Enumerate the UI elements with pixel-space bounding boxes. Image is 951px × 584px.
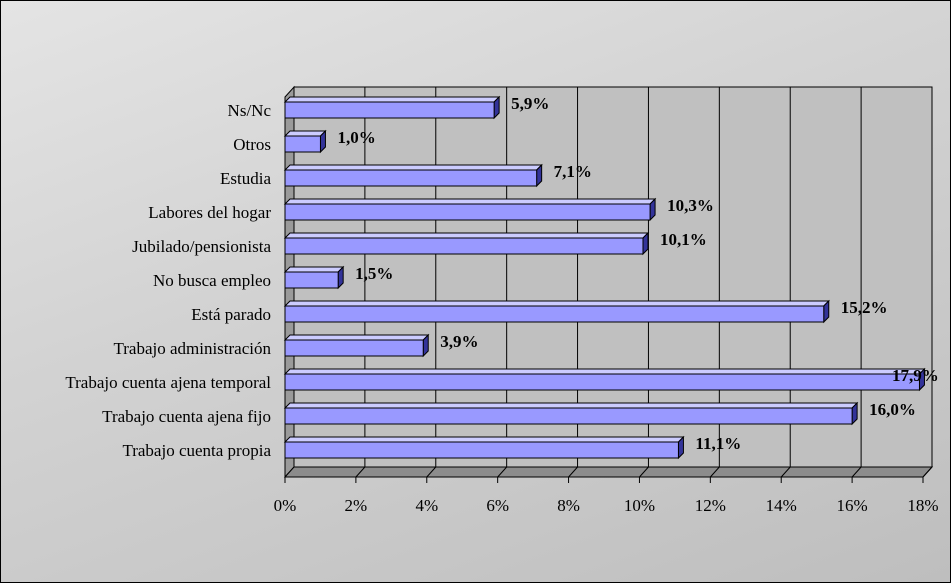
category-label: No busca empleo bbox=[153, 271, 271, 290]
category-label: Trabajo cuenta propia bbox=[122, 441, 271, 460]
data-label: 10,3% bbox=[667, 196, 714, 215]
bar-front bbox=[284, 101, 495, 119]
bar bbox=[283, 95, 501, 120]
x-tick-label: 0% bbox=[274, 496, 297, 515]
floor-gridline bbox=[709, 466, 720, 478]
data-label: 16,0% bbox=[869, 400, 916, 419]
bar bbox=[283, 265, 345, 290]
data-label: 10,1% bbox=[660, 230, 707, 249]
bar-front bbox=[284, 407, 853, 425]
category-label: Otros bbox=[233, 135, 271, 154]
data-label: 7,1% bbox=[554, 162, 592, 181]
bar-front bbox=[284, 237, 644, 255]
category-label: Jubilado/pensionista bbox=[132, 237, 271, 256]
bar bbox=[283, 435, 685, 460]
bar-top bbox=[283, 300, 830, 307]
category-label: Está parado bbox=[191, 305, 271, 324]
bar-front bbox=[284, 169, 538, 187]
category-label: Trabajo administración bbox=[113, 339, 271, 358]
bar-top bbox=[283, 96, 501, 103]
bar-front bbox=[284, 373, 920, 391]
bar-top bbox=[283, 436, 685, 443]
bar-front bbox=[284, 339, 424, 357]
bar-top bbox=[283, 164, 543, 171]
bar-top bbox=[283, 130, 327, 137]
bar bbox=[283, 299, 830, 324]
floor-gridline bbox=[851, 466, 862, 478]
bar bbox=[283, 129, 327, 154]
category-labels: Ns/Nc Otros Estudia Labores del hogar Jubila… bbox=[65, 101, 271, 460]
x-tick-label: 4% bbox=[415, 496, 438, 515]
x-tick-label: 2% bbox=[345, 496, 368, 515]
data-label: 17,9% bbox=[892, 366, 939, 385]
floor bbox=[283, 466, 934, 478]
bar bbox=[283, 333, 430, 358]
bar-top bbox=[283, 368, 926, 375]
data-label: 1,5% bbox=[355, 264, 393, 283]
category-label: Trabajo cuenta ajena temporal bbox=[65, 373, 271, 392]
bar-top bbox=[283, 232, 650, 239]
floor-gridline bbox=[497, 466, 508, 478]
x-tick-label: 10% bbox=[624, 496, 655, 515]
bar bbox=[283, 401, 859, 426]
x-tick-label: 8% bbox=[557, 496, 580, 515]
bar bbox=[283, 197, 657, 222]
x-tick-label: 12% bbox=[695, 496, 726, 515]
bar bbox=[283, 231, 650, 256]
x-tick-label: 14% bbox=[766, 496, 797, 515]
category-label: Labores del hogar bbox=[148, 203, 271, 222]
x-axis-ticks: 0% 2% 4% 6% 8% 10% 12% 14% 16% 18% bbox=[274, 476, 939, 515]
x-tick-label: 16% bbox=[837, 496, 868, 515]
floor-gridline bbox=[639, 466, 649, 478]
bar bbox=[283, 163, 543, 188]
bar-top bbox=[283, 402, 859, 409]
category-label: Ns/Nc bbox=[228, 101, 272, 120]
floor-gridline bbox=[922, 466, 933, 478]
data-label: 5,9% bbox=[511, 94, 549, 113]
category-label: Trabajo cuenta ajena fijo bbox=[102, 407, 271, 426]
category-label: Estudia bbox=[220, 169, 271, 188]
data-label: 11,1% bbox=[695, 434, 741, 453]
bar-front bbox=[284, 271, 339, 289]
bars bbox=[283, 95, 926, 460]
data-label: 3,9% bbox=[440, 332, 478, 351]
floor-gridline bbox=[355, 466, 366, 478]
data-label: 1,0% bbox=[337, 128, 375, 147]
x-tick-label: 6% bbox=[486, 496, 509, 515]
bar-front bbox=[284, 203, 651, 221]
x-tick-label: 18% bbox=[907, 496, 938, 515]
data-label: 15,2% bbox=[841, 298, 888, 317]
floor-gridline bbox=[568, 466, 578, 478]
bar-top bbox=[283, 266, 345, 273]
bar-front bbox=[284, 441, 679, 459]
bar-top bbox=[283, 334, 430, 341]
floor-gridline bbox=[780, 466, 791, 478]
bar bbox=[283, 367, 926, 392]
bar-front bbox=[284, 135, 321, 153]
bar-top bbox=[283, 198, 657, 205]
data-labels: 5,9% 1,0% 7,1% 10,3% 10,1% 1,5% 15,2% 3,9% 17,9%… bbox=[337, 94, 938, 453]
floor-gridline bbox=[426, 466, 437, 478]
bar-front bbox=[284, 305, 825, 323]
